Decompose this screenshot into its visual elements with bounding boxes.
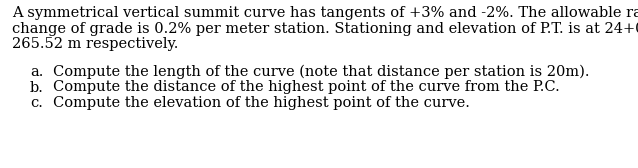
Text: Compute the distance of the highest point of the curve from the P.C.: Compute the distance of the highest poin… (53, 80, 560, 94)
Text: Compute the length of the curve (note that distance per station is 20m).: Compute the length of the curve (note th… (53, 65, 590, 79)
Text: b.: b. (30, 80, 44, 94)
Text: Compute the elevation of the highest point of the curve.: Compute the elevation of the highest poi… (53, 96, 470, 110)
Text: change of grade is 0.2% per meter station. Stationing and elevation of P.T. is a: change of grade is 0.2% per meter statio… (12, 22, 638, 35)
Text: A symmetrical vertical summit curve has tangents of +3% and -2%. The allowable r: A symmetrical vertical summit curve has … (12, 6, 638, 20)
Text: a.: a. (30, 65, 43, 79)
Text: c.: c. (30, 96, 43, 110)
Text: 265.52 m respectively.: 265.52 m respectively. (12, 37, 179, 51)
